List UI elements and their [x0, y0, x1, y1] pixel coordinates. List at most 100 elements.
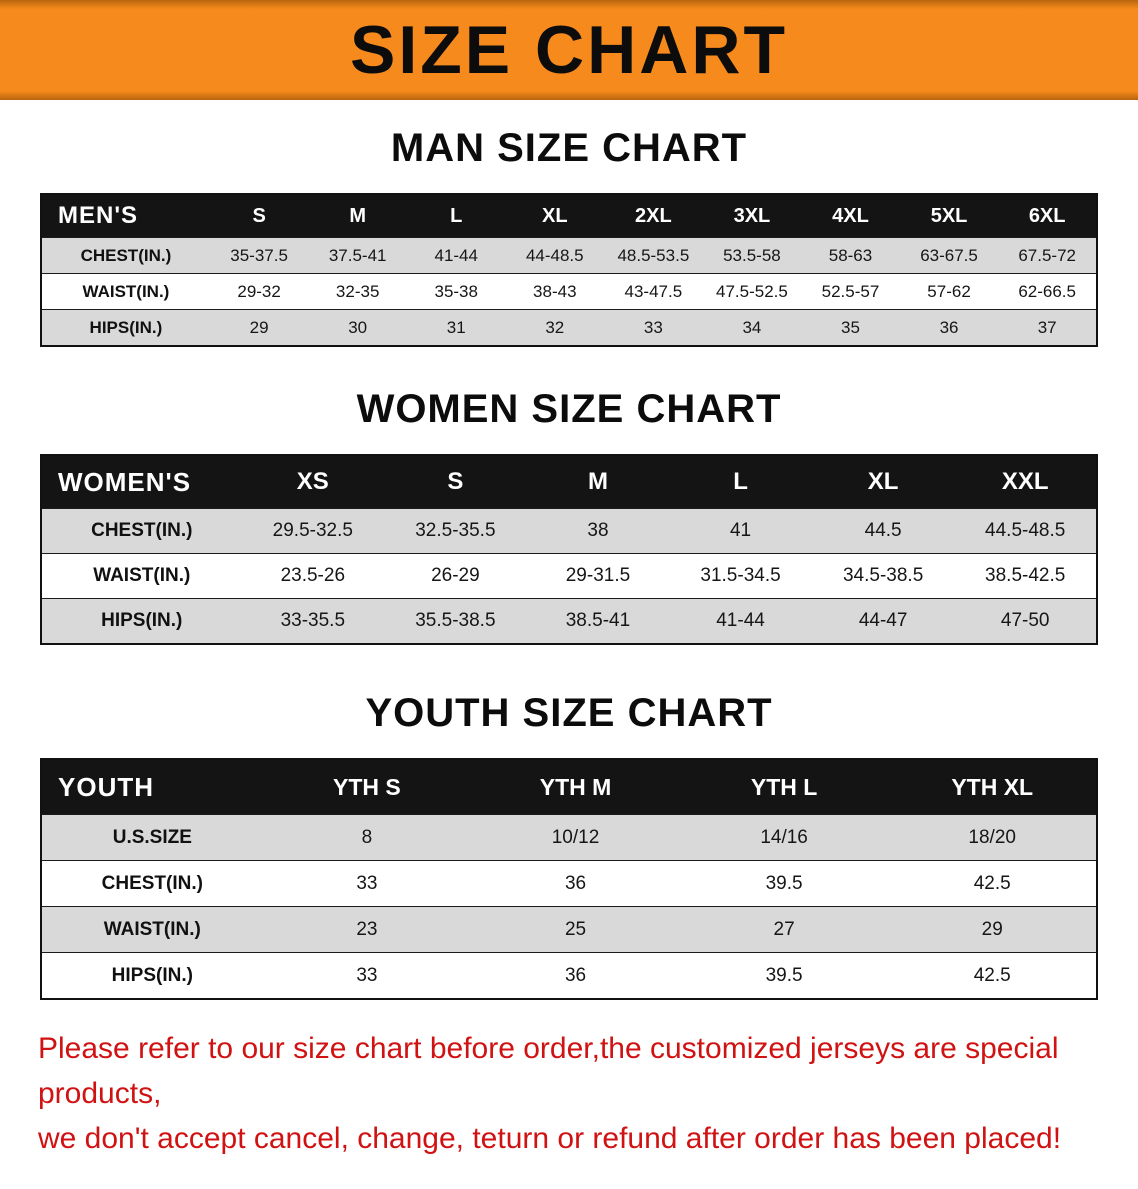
measurement-value: 30	[308, 309, 407, 347]
measurement-value: 23.5-26	[241, 553, 385, 599]
size-column-header: XXL	[954, 454, 1097, 509]
measurement-value: 41-44	[406, 237, 506, 274]
measurement-value: 36	[899, 309, 999, 347]
measurement-value: 42.5	[888, 952, 1097, 1000]
measurement-value: 35.5-38.5	[384, 598, 527, 645]
table-header-row: MEN'S S M L XL 2XL 3XL 4XL 5XL 6XL	[41, 193, 1097, 238]
women-size-section: WOMEN SIZE CHART WOMEN'S XS S M L XL XXL CHEST(…	[0, 347, 1138, 645]
measurement-value: 67.5-72	[998, 237, 1097, 274]
measurement-label: CHEST(IN.)	[41, 860, 263, 907]
measurement-value: 63-67.5	[899, 237, 999, 274]
measurement-value: 26-29	[384, 553, 527, 599]
measurement-value: 52.5-57	[801, 273, 900, 310]
table-title-cell: MEN'S	[41, 193, 210, 238]
size-column-header: YTH XL	[888, 758, 1097, 815]
measurement-label: CHEST(IN.)	[41, 508, 242, 554]
measurement-value: 34.5-38.5	[811, 553, 955, 599]
measurement-value: 29-31.5	[526, 553, 670, 599]
size-column-header: M	[526, 454, 670, 509]
size-column-header: XL	[505, 193, 605, 238]
measurement-value: 32	[505, 309, 605, 347]
measurement-value: 33	[262, 860, 472, 907]
measurement-value: 23	[262, 906, 472, 953]
measurement-value: 38.5-41	[526, 598, 670, 645]
measurement-row: HIPS(IN.) 33-35.5 35.5-38.5 38.5-41 41-44 44-…	[41, 598, 1097, 645]
measurement-value: 33-35.5	[241, 598, 385, 645]
measurement-value: 47-50	[954, 598, 1097, 645]
disclaimer-line-1: Please refer to our size chart before or…	[38, 1032, 1059, 1110]
measurement-value: 37.5-41	[308, 237, 407, 274]
measurement-row: HIPS(IN.) 29 30 31 32 33 34 35 36 37	[41, 309, 1097, 347]
size-column-header: YTH S	[262, 758, 472, 815]
measurement-value: 58-63	[801, 237, 900, 274]
disclaimer-line-2: we don't accept cancel, change, teturn o…	[38, 1122, 1062, 1155]
measurement-value: 44-48.5	[505, 237, 605, 274]
size-column-header: XS	[241, 454, 385, 509]
measurement-value: 8	[262, 814, 472, 861]
measurement-value: 31	[406, 309, 506, 347]
measurement-value: 14/16	[679, 814, 889, 861]
measurement-value: 18/20	[888, 814, 1097, 861]
youth-size-table: YOUTH YTH S YTH M YTH L YTH XL U.S.SIZE 8 10/12…	[40, 758, 1098, 1000]
measurement-value: 10/12	[471, 814, 680, 861]
measurement-value: 35-38	[406, 273, 506, 310]
measurement-value: 57-62	[899, 273, 999, 310]
measurement-value: 43-47.5	[604, 273, 703, 310]
measurement-value: 36	[471, 860, 680, 907]
size-column-header: 6XL	[998, 193, 1097, 238]
measurement-row: CHEST(IN.) 29.5-32.5 32.5-35.5 38 41 44.5 44.5…	[41, 508, 1097, 554]
measurement-value: 38-43	[505, 273, 605, 310]
measurement-value: 32.5-35.5	[384, 508, 527, 554]
banner: SIZE CHART	[0, 0, 1138, 100]
measurement-row: CHEST(IN.) 33 36 39.5 42.5	[41, 860, 1097, 907]
measurement-value: 44-47	[811, 598, 955, 645]
measurement-label: U.S.SIZE	[41, 814, 263, 861]
size-column-header: 3XL	[702, 193, 802, 238]
measurement-value: 44.5-48.5	[954, 508, 1097, 554]
measurement-value: 39.5	[679, 952, 889, 1000]
men-size-section: MAN SIZE CHART MEN'S S M L XL 2XL 3XL 4XL 5XL 6XL…	[0, 100, 1138, 347]
table-title-cell: WOMEN'S	[41, 454, 242, 509]
measurement-value: 37	[998, 309, 1097, 347]
measurement-row: U.S.SIZE 8 10/12 14/16 18/20	[41, 814, 1097, 861]
size-column-header: S	[209, 193, 309, 238]
page-title: SIZE CHART	[350, 12, 788, 88]
measurement-value: 29-32	[209, 273, 309, 310]
measurement-value: 31.5-34.5	[669, 553, 812, 599]
measurement-value: 62-66.5	[998, 273, 1097, 310]
size-column-header: S	[384, 454, 527, 509]
measurement-value: 32-35	[308, 273, 407, 310]
measurement-value: 39.5	[679, 860, 889, 907]
size-column-header: YTH M	[471, 758, 680, 815]
size-column-header: 4XL	[801, 193, 900, 238]
table-header-row: YOUTH YTH S YTH M YTH L YTH XL	[41, 758, 1097, 815]
measurement-value: 53.5-58	[702, 237, 802, 274]
measurement-value: 25	[471, 906, 680, 953]
measurement-row: HIPS(IN.) 33 36 39.5 42.5	[41, 952, 1097, 1000]
youth-section-heading: YOUTH SIZE CHART	[365, 691, 773, 735]
measurement-value: 35	[801, 309, 900, 347]
measurement-value: 29.5-32.5	[241, 508, 385, 554]
measurement-value: 29	[209, 309, 309, 347]
measurement-value: 38.5-42.5	[954, 553, 1097, 599]
order-disclaimer: Please refer to our size chart before or…	[0, 1026, 1138, 1189]
measurement-value: 47.5-52.5	[702, 273, 802, 310]
measurement-label: WAIST(IN.)	[41, 553, 242, 599]
measurement-label: WAIST(IN.)	[41, 273, 210, 310]
measurement-row: WAIST(IN.) 29-32 32-35 35-38 38-43 43-47.5 47.…	[41, 273, 1097, 310]
measurement-value: 38	[526, 508, 670, 554]
measurement-value: 35-37.5	[209, 237, 309, 274]
measurement-value: 33	[604, 309, 703, 347]
size-column-header: L	[406, 193, 506, 238]
measurement-row: WAIST(IN.) 23.5-26 26-29 29-31.5 31.5-34.5 34…	[41, 553, 1097, 599]
measurement-value: 36	[471, 952, 680, 1000]
table-title-cell: YOUTH	[41, 758, 263, 815]
measurement-value: 41-44	[669, 598, 812, 645]
measurement-row: WAIST(IN.) 23 25 27 29	[41, 906, 1097, 953]
measurement-value: 41	[669, 508, 812, 554]
women-section-heading: WOMEN SIZE CHART	[356, 387, 782, 431]
measurement-label: HIPS(IN.)	[41, 952, 263, 1000]
measurement-value: 42.5	[888, 860, 1097, 907]
youth-size-section: YOUTH SIZE CHART YOUTH YTH S YTH M YTH L YTH…	[0, 645, 1138, 1000]
